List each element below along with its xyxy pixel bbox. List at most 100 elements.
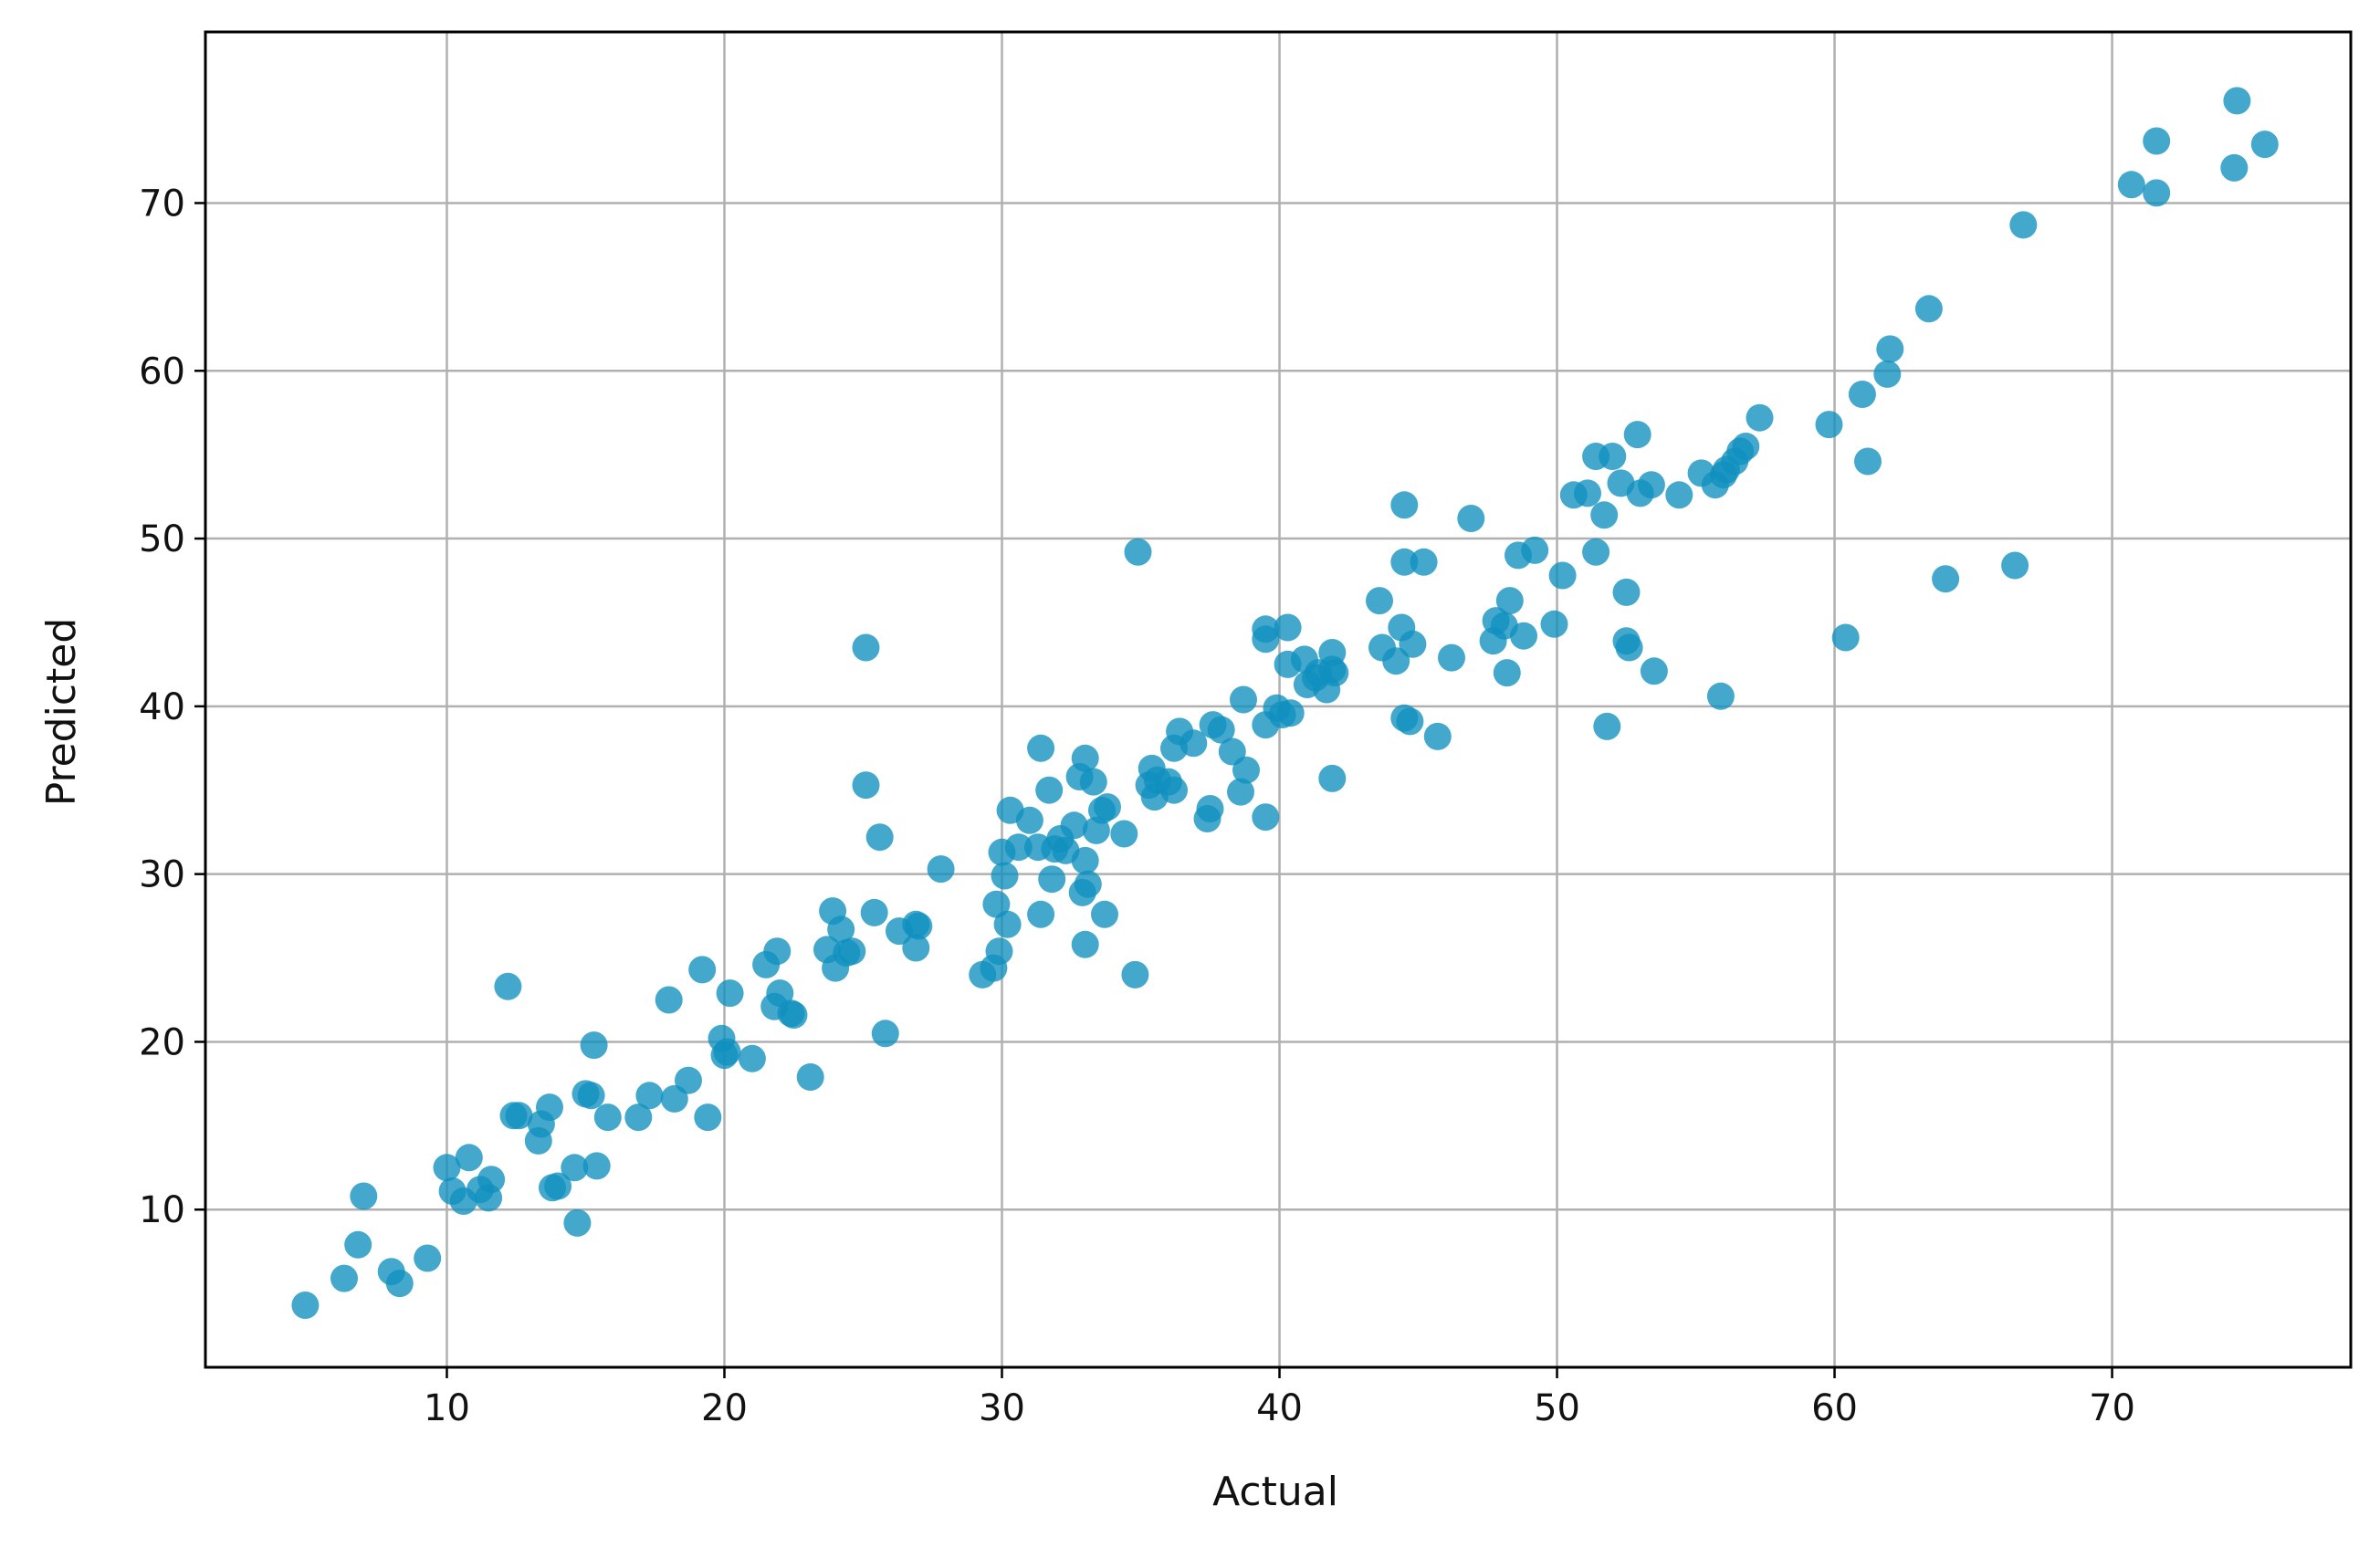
data-point	[385, 1270, 414, 1298]
data-point	[580, 1031, 608, 1060]
data-point	[1873, 360, 1902, 388]
data-point	[982, 890, 1011, 918]
data-point	[985, 937, 1013, 966]
data-point	[1035, 776, 1064, 804]
data-point	[1207, 716, 1235, 744]
data-point	[1457, 505, 1485, 532]
data-point	[2001, 551, 2029, 580]
data-point	[1423, 722, 1452, 750]
data-point	[1615, 633, 1643, 662]
data-point	[1110, 820, 1138, 848]
y-tick-label: 20	[139, 1021, 185, 1063]
data-point	[1815, 411, 1843, 439]
data-point	[796, 1063, 824, 1091]
data-point	[1276, 699, 1305, 727]
data-point	[593, 1103, 622, 1132]
data-point	[1396, 707, 1424, 736]
data-point	[477, 1166, 506, 1194]
data-point	[1252, 615, 1280, 643]
data-point	[1399, 630, 1427, 658]
data-point	[852, 771, 880, 800]
data-point	[1160, 776, 1188, 804]
x-tick-label: 10	[424, 1387, 470, 1429]
data-point	[655, 986, 683, 1014]
data-point	[433, 1154, 461, 1182]
data-point	[1382, 647, 1410, 675]
y-tick-label: 10	[139, 1189, 185, 1231]
data-point	[860, 898, 888, 926]
data-point	[635, 1082, 664, 1110]
data-point	[2220, 153, 2249, 182]
x-tick-label: 70	[2089, 1387, 2135, 1429]
data-point	[865, 823, 894, 852]
data-point	[1004, 833, 1033, 862]
data-point	[905, 912, 933, 940]
y-tick-label: 60	[139, 350, 185, 392]
data-point	[1027, 900, 1055, 928]
data-point	[1932, 565, 1960, 593]
data-point	[1015, 806, 1043, 834]
data-point	[561, 1154, 589, 1182]
data-point	[1227, 778, 1254, 806]
data-point	[536, 1093, 563, 1122]
data-point	[1593, 712, 1621, 740]
data-point	[1746, 403, 1774, 432]
data-point	[1590, 501, 1619, 529]
data-point	[1848, 381, 1876, 408]
data-point	[1438, 643, 1465, 672]
data-point	[1495, 587, 1524, 615]
data-point	[1038, 865, 1066, 894]
data-point	[993, 910, 1022, 938]
data-point	[1914, 295, 1943, 323]
data-point	[577, 1082, 605, 1110]
data-point	[927, 855, 955, 884]
data-point	[1665, 481, 1693, 509]
data-point	[1060, 811, 1088, 840]
data-point	[694, 1103, 722, 1132]
data-point	[1623, 421, 1651, 449]
data-point	[1854, 447, 1882, 476]
y-axis-title: Predicted	[38, 618, 85, 807]
data-point	[1390, 491, 1419, 519]
data-point	[344, 1230, 372, 1259]
data-point	[1637, 471, 1665, 499]
data-point	[1071, 846, 1099, 874]
data-point	[1121, 960, 1149, 988]
axis-ticks: 10 20 30 40 50 60 70 10 20 30 40 50 60 70	[139, 183, 2135, 1429]
data-point	[1410, 548, 1438, 576]
data-point	[766, 979, 794, 1008]
data-point	[1390, 548, 1419, 576]
data-point	[1071, 744, 1099, 772]
data-points	[291, 87, 2279, 1319]
data-point	[1831, 623, 1860, 652]
data-point	[1574, 479, 1601, 507]
x-axis-title: Actual	[1212, 1469, 1338, 1515]
data-point	[563, 1208, 592, 1237]
x-tick-label: 20	[701, 1387, 748, 1429]
data-point	[2143, 127, 2171, 155]
data-point	[1252, 803, 1280, 832]
data-point	[1521, 536, 1549, 564]
data-point	[1540, 610, 1568, 638]
data-point	[991, 862, 1019, 890]
x-tick-label: 30	[979, 1387, 1025, 1429]
data-point	[350, 1182, 378, 1210]
data-point	[902, 934, 930, 962]
data-point	[1230, 685, 1257, 714]
data-point	[455, 1144, 483, 1172]
data-point	[710, 1041, 739, 1070]
data-point	[763, 937, 792, 966]
data-point	[2223, 87, 2251, 115]
data-point	[2250, 131, 2279, 159]
data-point	[827, 915, 855, 944]
data-point	[838, 937, 866, 966]
data-point	[1232, 756, 1260, 784]
data-point	[1599, 443, 1627, 470]
data-point	[1091, 900, 1118, 928]
data-point	[1071, 930, 1099, 958]
data-point	[1318, 764, 1347, 792]
data-point	[1548, 561, 1577, 590]
data-point	[1274, 613, 1302, 642]
data-point	[1366, 587, 1393, 615]
